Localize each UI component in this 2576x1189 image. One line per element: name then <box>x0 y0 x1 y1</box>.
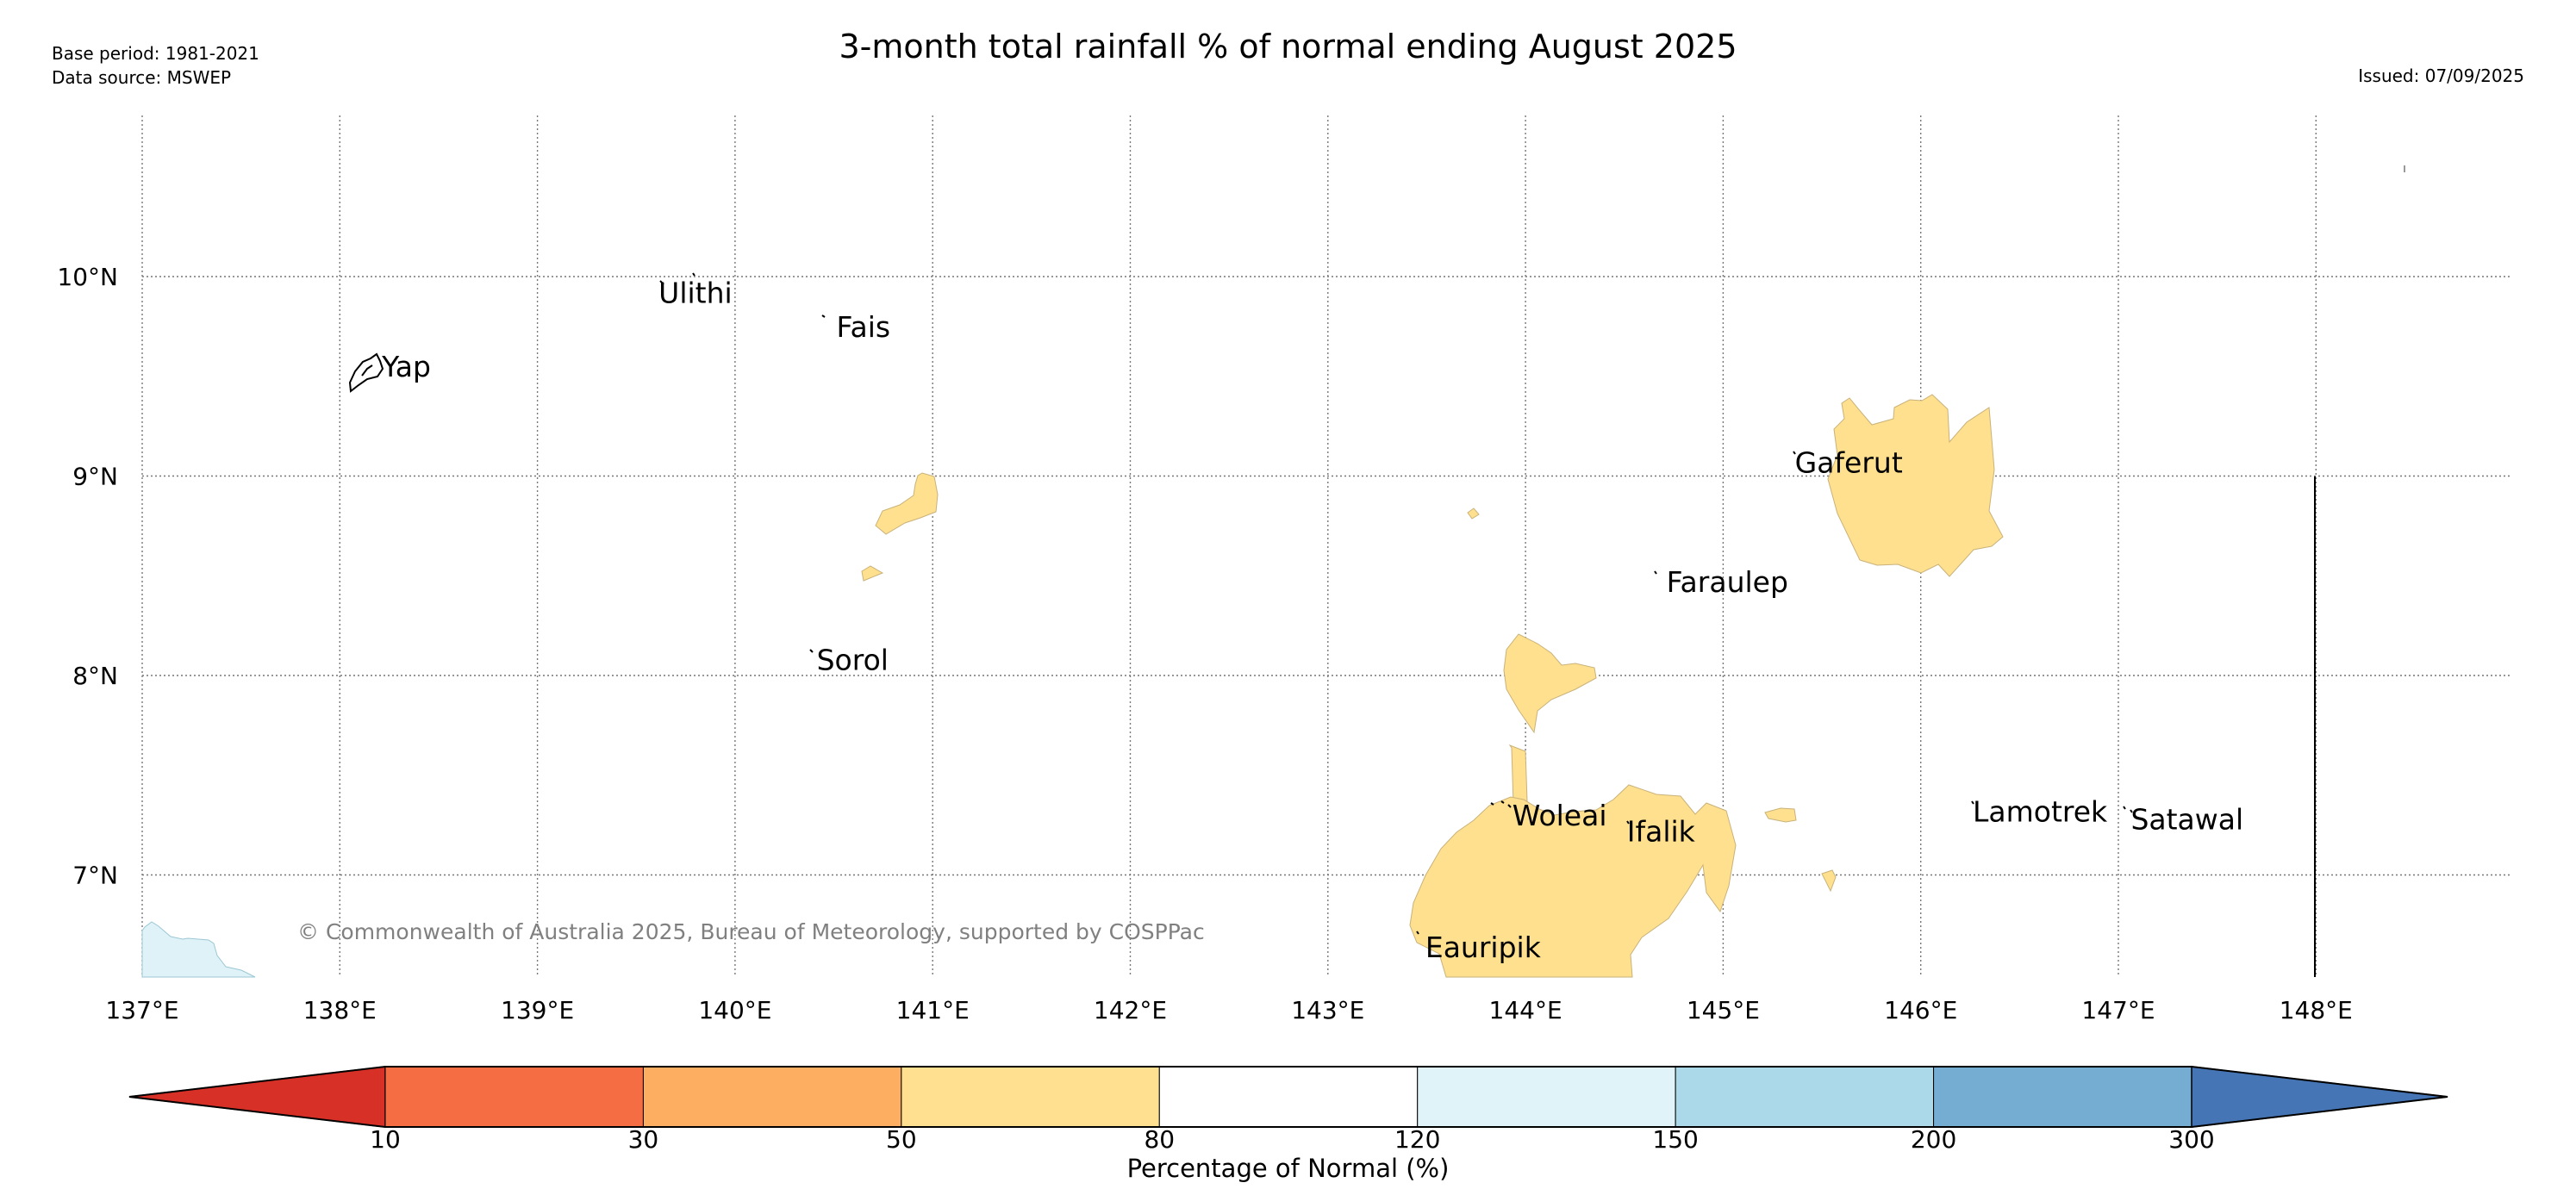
issued-date-text: Issued: 07/09/2025 <box>2358 65 2524 86</box>
place-label: Yap <box>381 350 431 383</box>
yap-island <box>348 352 384 393</box>
base-period-text: Base period: 1981-2021 <box>52 43 259 64</box>
sorol-atoll <box>809 649 814 653</box>
rainfall-patch-low-120-150 <box>141 921 256 978</box>
faraulep-atoll <box>1654 570 1657 575</box>
satawal-atoll <box>2123 806 2133 813</box>
place-label: Ifalik <box>1627 815 1696 849</box>
longitude-tick-label: 144°E <box>1489 996 1562 1024</box>
longitude-tick-label: 145°E <box>1687 996 1760 1024</box>
longitude-tick-label: 141°E <box>896 996 970 1024</box>
rainfall-patch-woleai-north <box>1503 633 1597 734</box>
colorbar-segment <box>642 1066 902 1128</box>
latitude-tick-label: 7°N <box>72 862 118 890</box>
longitude-tick-label: 147°E <box>2081 996 2155 1024</box>
colorbar-tick-label: 300 <box>2168 1125 2215 1154</box>
latitude-tick-label: 10°N <box>57 263 118 291</box>
colorbar-segment <box>1933 1066 2192 1128</box>
place-label: Ulithi <box>658 277 733 310</box>
rainfall-patch-sorol-east <box>861 565 884 582</box>
rainfall-patch-gaferut <box>1827 394 2004 577</box>
ifalik-atoll <box>1626 820 1630 825</box>
place-label: Eauripik <box>1425 931 1542 964</box>
longitude-tick-label: 146°E <box>1884 996 1957 1024</box>
place-label: Satawal <box>2130 803 2243 837</box>
place-label: Woleai <box>1513 799 1607 832</box>
yap-island-detail <box>361 364 373 377</box>
colorbar-tick-label: 200 <box>1910 1125 1957 1154</box>
colorbar-extend-high <box>2191 1066 2448 1128</box>
longitude-tick-label: 137°E <box>105 996 178 1024</box>
woleai-atoll <box>1490 800 1512 808</box>
ulithi-atoll <box>659 272 695 285</box>
longitude-tick-label: 140°E <box>698 996 771 1024</box>
graticule <box>141 115 2512 977</box>
colorbar-title: Percentage of Normal (%) <box>1126 1154 1450 1183</box>
place-label: Sorol <box>817 643 889 676</box>
colorbar-segment <box>1158 1066 1419 1128</box>
place-label: Fais <box>837 310 891 344</box>
rainfall-patch-woleai-ifalik <box>1409 784 1737 978</box>
rainfall-patch-islet-south <box>1821 869 1837 893</box>
islands <box>348 165 2405 935</box>
axis-tick-labels: 137°E 138°E 139°E 140°E 141°E 142°E 143°E 144°E… <box>57 263 2352 1024</box>
colorbar-tick-label: 10 <box>370 1125 401 1154</box>
eauripik-atoll <box>1416 931 1419 935</box>
colorbar-extend-low <box>128 1066 386 1128</box>
colorbar-tick-label: 150 <box>1652 1125 1699 1154</box>
rainfall-patch-small-north <box>1467 507 1480 520</box>
rainfall-patch-islet-east <box>1764 807 1797 823</box>
map-metadata: Base period: 1981-2021 Data source: MSWE… <box>52 41 259 90</box>
longitude-tick-label: 148°E <box>2280 996 2353 1024</box>
longitude-tick-label: 142°E <box>1094 996 1167 1024</box>
map-title: 3-month total rainfall % of normal endin… <box>839 28 1737 65</box>
colorbar-segment <box>384 1066 644 1128</box>
colorbar-segment <box>1675 1066 1935 1128</box>
rainfall-patch-fais-east <box>875 472 939 535</box>
place-label: Lamotrek <box>1973 794 2108 828</box>
colorbar-tick-label: 30 <box>627 1125 659 1154</box>
lamotrek-atoll <box>1971 800 1974 805</box>
longitude-tick-label: 143°E <box>1291 996 1364 1024</box>
longitude-tick-label: 138°E <box>303 996 377 1024</box>
colorbar-segment <box>1417 1066 1676 1128</box>
data-source-text: Data source: MSWEP <box>52 67 232 88</box>
longitude-tick-label: 139°E <box>501 996 574 1024</box>
colorbar-segment <box>901 1066 1160 1128</box>
place-label: Faraulep <box>1667 565 1788 599</box>
rainfall-field <box>141 394 2004 978</box>
place-label: Gaferut <box>1795 445 1903 479</box>
rainfall-patch-woleai-atoll <box>1508 744 1528 806</box>
colorbar-tick-label: 80 <box>1144 1125 1176 1154</box>
copyright-notice: © Commonwealth of Australia 2025, Bureau… <box>297 919 1205 944</box>
colorbar-tick-label: 120 <box>1394 1125 1441 1154</box>
colorbar-outline <box>128 1066 2448 1128</box>
latitude-tick-label: 8°N <box>72 662 118 690</box>
fais-atoll <box>821 314 826 318</box>
colorbar <box>128 1066 2448 1128</box>
colorbar-tick-label: 50 <box>886 1125 917 1154</box>
gaferut-atoll <box>1793 451 1796 455</box>
place-labels: Yap Ulithi Fais Sorol Gaferut Faraulep Woleai I… <box>381 277 2243 964</box>
latitude-tick-label: 9°N <box>72 463 118 491</box>
